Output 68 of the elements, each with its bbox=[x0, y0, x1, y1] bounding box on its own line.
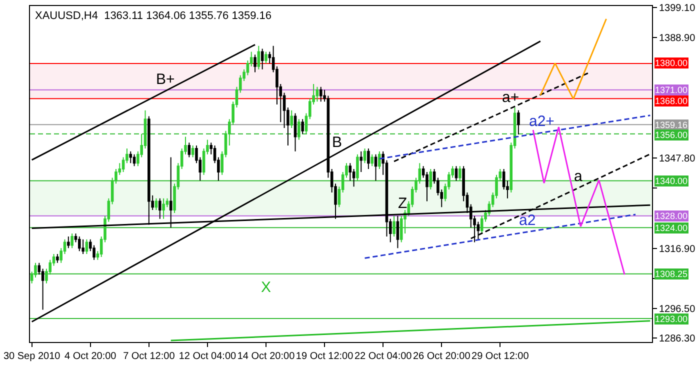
y-tick-label: 1286.30 bbox=[659, 334, 696, 345]
x-tick-label: 30 Sep 2010 bbox=[3, 351, 61, 362]
ref-line-label: 1359.16 bbox=[655, 120, 688, 130]
candlestick bbox=[356, 154, 359, 182]
candlestick bbox=[260, 48, 264, 70]
ref-line-label: 1340.00 bbox=[655, 176, 688, 186]
series-label: B bbox=[332, 134, 342, 151]
x-tick-label: 19 Oct 12:00 bbox=[296, 351, 354, 362]
candlestick bbox=[56, 254, 59, 264]
ref-line-label: 1371.00 bbox=[655, 85, 688, 95]
candlestick bbox=[454, 166, 458, 182]
candlestick bbox=[301, 118, 304, 134]
candlestick bbox=[429, 168, 432, 190]
candlestick bbox=[162, 198, 165, 220]
x-tick-label: 4 Oct 20:00 bbox=[64, 351, 117, 362]
candlestick bbox=[154, 198, 158, 211]
candlestick bbox=[67, 236, 70, 249]
ref-line-label: 1356.00 bbox=[655, 130, 688, 140]
y-tick-label: 1399.10 bbox=[659, 2, 696, 14]
ref-line-label: 1368.00 bbox=[655, 96, 688, 106]
candlestick bbox=[363, 148, 366, 164]
candlestick bbox=[132, 154, 136, 167]
candlestick bbox=[191, 145, 194, 158]
series-label: a2+ bbox=[529, 113, 555, 130]
candlestick bbox=[367, 148, 370, 170]
candlestick bbox=[319, 86, 322, 102]
ref-line-label: 1328.00 bbox=[655, 211, 688, 221]
line-series bbox=[540, 18, 608, 100]
candlestick bbox=[458, 166, 462, 182]
candlestick bbox=[70, 233, 74, 249]
candlestick bbox=[378, 150, 381, 170]
candlestick bbox=[129, 150, 132, 164]
candlestick bbox=[78, 236, 81, 252]
candlestick bbox=[370, 154, 374, 167]
ref-line-label: 1293.00 bbox=[655, 314, 688, 324]
candlestick bbox=[264, 51, 268, 64]
x-tick-label: 29 Oct 12:00 bbox=[472, 351, 530, 362]
candlestick bbox=[257, 45, 260, 70]
y-tick-label: 1347.80 bbox=[659, 153, 696, 164]
candlestick bbox=[316, 86, 319, 102]
x-tick-label: 26 Oct 20:00 bbox=[412, 351, 471, 362]
candlestick bbox=[85, 238, 88, 255]
candlestick bbox=[82, 238, 84, 255]
candlestick bbox=[392, 215, 396, 237]
x-tick-label: 7 Oct 12:00 bbox=[123, 351, 176, 362]
ref-line-label: 1308.25 bbox=[655, 269, 688, 279]
y-tick-label: 1296.50 bbox=[659, 304, 696, 315]
candlestick bbox=[374, 154, 378, 182]
candlestick bbox=[517, 110, 520, 136]
y-tick-label: 1316.90 bbox=[659, 244, 696, 255]
chart-title: XAUUSD,H4 1363.11 1364.06 1355.76 1359.16 bbox=[35, 10, 272, 22]
candlestick bbox=[254, 54, 256, 73]
series-label: a2 bbox=[519, 212, 536, 229]
x-tick-label: 22 Oct 04:00 bbox=[354, 351, 412, 362]
annotation: X bbox=[261, 279, 272, 296]
series-label: B+ bbox=[156, 71, 176, 88]
candlestick bbox=[290, 110, 293, 128]
x-tick-label: 12 Oct 04:00 bbox=[178, 351, 237, 362]
series-label: Z bbox=[398, 195, 408, 212]
ref-line-label: 1324.00 bbox=[655, 223, 688, 233]
candlestick bbox=[298, 118, 300, 140]
x-tick-label: 14 Oct 20:00 bbox=[237, 351, 296, 362]
candlestick bbox=[294, 112, 297, 152]
y-tick-label: 1388.90 bbox=[659, 32, 696, 44]
candlestick bbox=[360, 150, 363, 172]
ref-line-label: 1380.00 bbox=[655, 58, 688, 68]
candlestick bbox=[188, 142, 191, 158]
candlestick bbox=[158, 198, 162, 220]
